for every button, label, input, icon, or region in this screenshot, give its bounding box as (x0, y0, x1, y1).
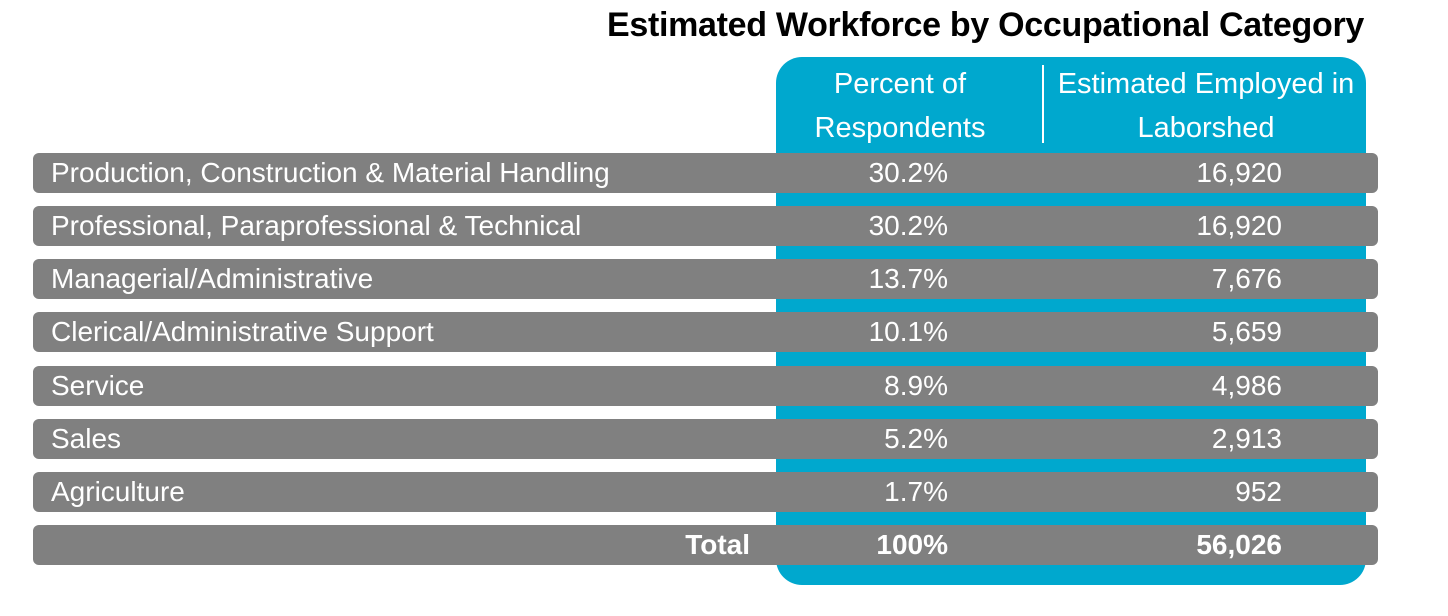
row-employed: 4,986 (1211, 370, 1282, 401)
row-employed: 56,026 (1196, 529, 1282, 560)
header-percent: Percent of Respondents (814, 68, 986, 144)
table-row: Production, Construction & Material Hand… (33, 153, 1378, 193)
row-employed: 16,920 (1196, 157, 1282, 188)
row-percent: 8.9% (884, 370, 948, 401)
table-row: Service 8.9% 4,986 (33, 366, 1378, 406)
row-label: Total (685, 529, 750, 560)
row-label: Clerical/Administrative Support (51, 316, 434, 347)
row-percent: 30.2% (868, 157, 948, 188)
row-label: Agriculture (51, 476, 185, 507)
row-percent: 5.2% (884, 423, 948, 454)
row-label: Production, Construction & Material Hand… (51, 157, 610, 188)
row-percent: 30.2% (868, 210, 948, 241)
header-divider (1042, 65, 1044, 143)
row-label: Managerial/Administrative (51, 263, 374, 294)
row-employed: 7,676 (1211, 263, 1282, 294)
row-percent: 100% (876, 529, 948, 560)
row-employed: 16,920 (1196, 210, 1282, 241)
table-row: Managerial/Administrative 13.7% 7,676 (33, 259, 1378, 299)
chart-title: Estimated Workforce by Occupational Cate… (606, 6, 1364, 44)
header-employed: Estimated Employed in Laborshed (1057, 68, 1355, 144)
total-row: Total 100% 56,026 (33, 525, 1378, 565)
table-row: Agriculture 1.7% 952 (33, 472, 1378, 512)
row-label: Service (51, 370, 145, 401)
row-employed: 2,913 (1211, 423, 1282, 454)
row-employed: 5,659 (1211, 316, 1282, 347)
row-label: Sales (51, 423, 122, 454)
table-row: Sales 5.2% 2,913 (33, 419, 1378, 459)
table-row: Clerical/Administrative Support 10.1% 5,65… (33, 312, 1378, 352)
row-percent: 1.7% (884, 476, 948, 507)
table-row: Professional, Paraprofessional & Technic… (33, 206, 1378, 246)
row-percent: 13.7% (868, 263, 948, 294)
row-label: Professional, Paraprofessional & Technic… (51, 210, 582, 241)
row-percent: 10.1% (868, 316, 948, 347)
row-employed: 952 (1235, 476, 1282, 507)
